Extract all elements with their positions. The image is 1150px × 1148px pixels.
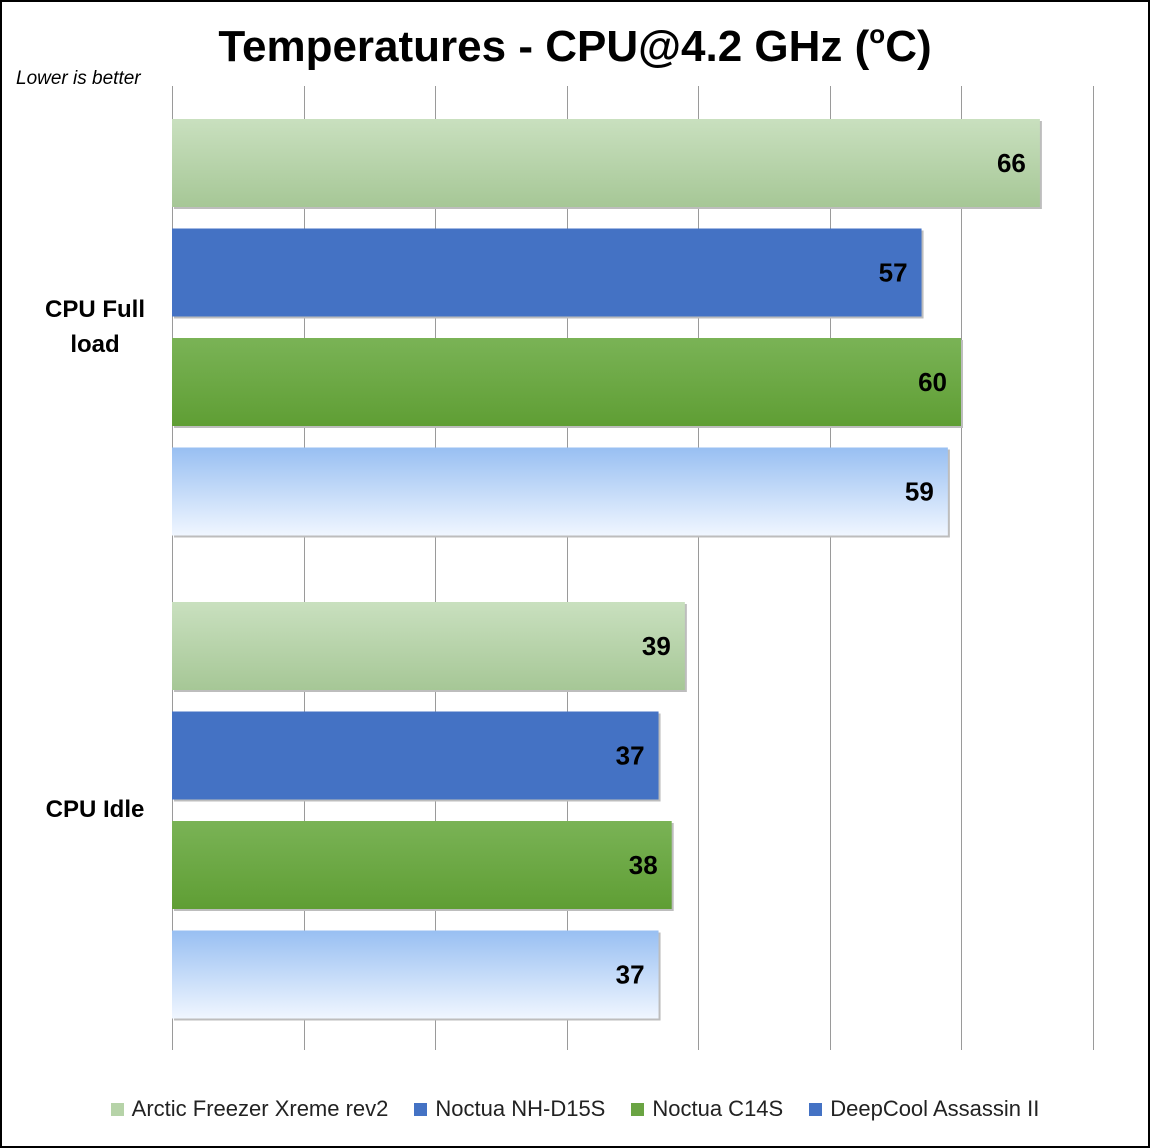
- legend-label: Arctic Freezer Xreme rev2: [131, 1096, 389, 1121]
- legend-item: Arctic Freezer Xreme rev2: [110, 1096, 389, 1122]
- data-label: 39: [642, 631, 671, 661]
- legend-label: Noctua NH-D15S: [435, 1096, 606, 1121]
- legend-swatch: [110, 1102, 124, 1116]
- chart-subtitle: Lower is better: [16, 68, 141, 89]
- bar: [172, 711, 659, 800]
- legend: Arctic Freezer Xreme rev2 Noctua NH-D15S…: [0, 1096, 1150, 1122]
- bar: [172, 930, 659, 1019]
- bar: [172, 228, 922, 317]
- bars: [172, 119, 1042, 1021]
- bar: [172, 119, 1040, 207]
- chart-title: Temperatures - CPU@4.2 GHz (oC): [0, 19, 1150, 72]
- data-label: 57: [879, 258, 908, 288]
- category-label-full-load: CPU Full load: [45, 296, 145, 358]
- data-labels: 66 57 60 59 39 37 38 37: [616, 148, 1026, 990]
- bar: [172, 447, 948, 536]
- data-label: 37: [616, 741, 645, 771]
- bar: [172, 602, 685, 690]
- bar: [172, 338, 961, 426]
- chart-title-degree: o: [869, 19, 886, 49]
- chart-title-text: Temperatures - CPU@4.2 GHz (: [218, 22, 870, 71]
- legend-swatch: [414, 1102, 428, 1116]
- data-label: 38: [629, 850, 658, 880]
- data-label: 59: [905, 477, 934, 507]
- data-label: 37: [616, 960, 645, 990]
- bar: [172, 821, 672, 909]
- chart-title-unit: C): [885, 22, 932, 71]
- legend-label: Noctua C14S: [652, 1096, 784, 1121]
- legend-label: DeepCool Assassin II: [830, 1096, 1040, 1121]
- legend-swatch: [631, 1102, 645, 1116]
- legend-swatch: [809, 1102, 823, 1116]
- data-label: 66: [997, 148, 1026, 178]
- legend-item: Noctua C14S: [631, 1096, 783, 1122]
- category-label-idle: CPU Idle: [45, 796, 145, 823]
- legend-item: Noctua NH-D15S: [414, 1096, 605, 1122]
- data-label: 60: [918, 367, 947, 397]
- legend-item: DeepCool Assassin II: [809, 1096, 1039, 1122]
